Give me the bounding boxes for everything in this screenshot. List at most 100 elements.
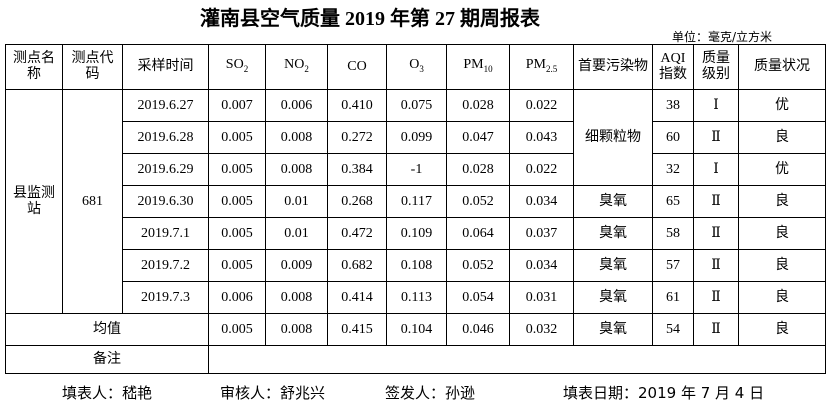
aqi: 58 <box>652 217 694 250</box>
measurement: 0.099 <box>386 121 447 154</box>
data-row: 2019.6.29 0.005 0.008 0.384 -1 0.028 0.022 32 Ⅰ 优 <box>6 153 826 186</box>
primary-pollutant: 臭氧 <box>573 249 653 282</box>
footer-item: 填表人：嵇艳 <box>62 384 153 402</box>
measurement: 0.009 <box>265 249 328 282</box>
primary-pollutant: 臭氧 <box>573 281 653 314</box>
primary-pollutant: 细颗粒物 <box>573 89 653 186</box>
column-header: CO <box>327 44 387 90</box>
measurement: 0.008 <box>265 153 328 186</box>
measurement: 0.01 <box>265 185 328 218</box>
measurement: 0.472 <box>327 217 387 250</box>
quality-level: Ⅱ <box>693 185 739 218</box>
measurement: 0.028 <box>446 153 510 186</box>
measurement: 0.268 <box>327 185 387 218</box>
quality-level: Ⅰ <box>693 89 739 122</box>
measurement: 0.006 <box>208 281 266 314</box>
measurement: 0.682 <box>327 249 387 282</box>
header-text: 测点代码 <box>71 51 114 82</box>
header-text: NO <box>284 57 305 73</box>
header-subscript: 2 <box>243 63 249 74</box>
quality-status: 优 <box>738 89 826 122</box>
quality-level: Ⅱ <box>693 121 739 154</box>
average-value: 0.415 <box>327 313 387 346</box>
header-subscript: 3 <box>419 63 424 74</box>
sample-date: 2019.7.3 <box>122 281 209 314</box>
sample-date: 2019.6.28 <box>122 121 209 154</box>
header-text: PM <box>463 57 484 73</box>
column-header: O3 <box>386 44 447 90</box>
measurement: -1 <box>386 153 447 186</box>
measurement: 0.075 <box>386 89 447 122</box>
measurement: 0.414 <box>327 281 387 314</box>
measurement: 0.410 <box>327 89 387 122</box>
measurement: 0.031 <box>509 281 574 314</box>
average-row: 均值 0.005 0.008 0.415 0.104 0.046 0.032 臭氧 54 Ⅱ 良 <box>5 313 826 346</box>
remark-row: 备注 <box>5 345 826 374</box>
header-text: O <box>409 57 420 73</box>
header-subscript: 10 <box>483 63 493 74</box>
aqi: 57 <box>652 249 694 282</box>
measurement: 0.005 <box>208 217 266 250</box>
header-text: 采样时间 <box>137 59 194 74</box>
aqi: 38 <box>652 89 694 122</box>
sample-date: 2019.7.1 <box>122 217 209 250</box>
measurement: 0.109 <box>386 217 447 250</box>
average-value: 0.104 <box>386 313 447 346</box>
quality-level: Ⅰ <box>693 153 739 186</box>
quality-status: 良 <box>738 121 826 154</box>
average-value: 0.032 <box>509 313 574 346</box>
quality-status: 优 <box>738 153 826 186</box>
quality-level: Ⅱ <box>693 281 739 314</box>
measurement: 0.022 <box>509 153 574 186</box>
aqi: 61 <box>652 281 694 314</box>
data-row: 2019.6.28 0.005 0.008 0.272 0.099 0.047 0.043 6… <box>6 121 826 154</box>
measurement: 0.022 <box>509 89 574 122</box>
column-header: AQI指数 <box>652 44 694 90</box>
footer-item: 填表日期：2019 年 7 月 4 日 <box>563 384 765 402</box>
primary-pollutant: 臭氧 <box>573 185 653 218</box>
header-text: PM <box>525 57 546 73</box>
measurement: 0.007 <box>208 89 266 122</box>
measurement: 0.028 <box>446 89 510 122</box>
measurement: 0.006 <box>265 89 328 122</box>
measurement: 0.034 <box>509 185 574 218</box>
column-header: 质量状况 <box>738 44 826 90</box>
measurement: 0.113 <box>386 281 447 314</box>
quality-status: 良 <box>738 249 826 282</box>
average-value: 臭氧 <box>573 313 653 346</box>
data-row: 2019.7.3 0.006 0.008 0.414 0.113 0.054 0.031 臭氧… <box>6 281 826 314</box>
measurement: 0.054 <box>446 281 510 314</box>
unit: 单位：毫克/立方米 <box>671 30 772 44</box>
header-subscript: 2.5 <box>545 63 558 74</box>
sample-date: 2019.6.29 <box>122 153 209 186</box>
average-value: 0.046 <box>446 313 510 346</box>
data-row: 2019.7.1 0.005 0.01 0.472 0.109 0.064 0.037 臭氧 5… <box>6 217 826 250</box>
average-value: Ⅱ <box>693 313 739 346</box>
column-header: PM2.5 <box>509 44 574 90</box>
sample-date: 2019.6.27 <box>122 89 209 122</box>
measurement: 0.384 <box>327 153 387 186</box>
title: 灌南县空气质量 2019 年第 27 期周报表 <box>200 8 540 30</box>
quality-status: 良 <box>738 217 826 250</box>
aqi: 60 <box>652 121 694 154</box>
measurement: 0.108 <box>386 249 447 282</box>
header-text: CO <box>347 59 367 74</box>
column-header: 测点名称 <box>5 44 63 90</box>
data-row: 2019.7.2 0.005 0.009 0.682 0.108 0.052 0.034 臭氧… <box>6 249 826 282</box>
primary-pollutant: 臭氧 <box>573 217 653 250</box>
measurement: 0.052 <box>446 185 510 218</box>
column-header: NO2 <box>265 44 328 90</box>
measurement: 0.043 <box>509 121 574 154</box>
header-text: SO <box>225 57 244 73</box>
header-subscript: 2 <box>304 63 309 74</box>
remark-label: 备注 <box>5 345 209 374</box>
measurement: 0.047 <box>446 121 510 154</box>
header-text: AQI指数 <box>659 51 687 82</box>
header-text: 质量级别 <box>702 51 730 82</box>
column-header: SO2 <box>208 44 266 90</box>
measurement: 0.052 <box>446 249 510 282</box>
column-header: 采样时间 <box>122 44 209 90</box>
measurement: 0.005 <box>208 121 266 154</box>
data-row: 2019.6.30 0.005 0.01 0.268 0.117 0.052 0.034 臭氧… <box>6 185 826 218</box>
